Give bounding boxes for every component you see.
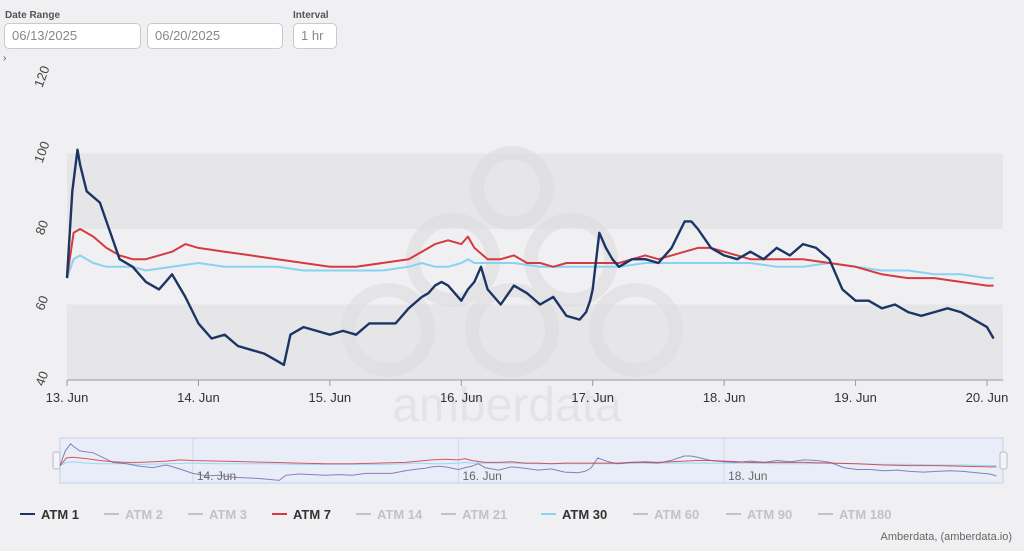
start-date-input[interactable]: 06/13/2025 [4,23,141,49]
navigator-tick-label: 14. Jun [197,469,236,483]
legend-swatch-icon [356,513,371,515]
x-tick-label: 19. Jun [834,390,877,405]
legend-swatch-icon [633,513,648,515]
y-tick-label: 100 [31,139,53,165]
y-tick-label: 40 [32,369,51,388]
legend-label: ATM 90 [747,506,793,522]
y-tick-label: 60 [32,294,51,313]
legend-item-atm-180[interactable]: ATM 180 [818,505,892,523]
legend-swatch-icon [541,513,556,515]
navigator-right-handle[interactable] [999,451,1008,470]
legend-swatch-icon [818,513,833,515]
legend-swatch-icon [104,513,119,515]
series-line-atm-1[interactable] [65,148,995,367]
legend-label: ATM 180 [839,506,892,522]
navigator-series-atm-7 [59,456,997,468]
interval-label: Interval [293,10,329,21]
x-tick-label: 13. Jun [46,390,89,405]
legend-item-atm-7[interactable]: ATM 7 [272,505,331,523]
legend-swatch-icon [20,513,35,515]
y-tick-label: 120 [31,64,53,90]
legend-swatch-icon [188,513,203,515]
navigator[interactable]: 14. Jun 16. Jun 18. Jun [52,437,1008,484]
y-tick-label: 80 [32,218,51,237]
legend-item-atm-30[interactable]: ATM 30 [541,505,607,523]
navigator-left-handle[interactable] [52,451,61,470]
legend-item-atm-14[interactable]: ATM 14 [356,505,422,523]
legend-item-atm-1[interactable]: ATM 1 [20,505,79,523]
legend-label: ATM 14 [377,506,423,522]
legend-label: ATM 30 [562,506,608,522]
date-range-label: Date Range [5,10,61,21]
legend-item-atm-90[interactable]: ATM 90 [726,505,792,523]
x-tick-label: 14. Jun [177,390,220,405]
volatility-chart[interactable]: amberdata 40 60 80 100 120 13. Jun 14. Jun 15.… [0,0,1024,500]
x-tick-label: 15. Jun [309,390,352,405]
navigator-series-atm-1 [59,443,997,481]
credits[interactable]: Amberdata, (amberdata.io) [880,531,1012,543]
series-line-atm-7[interactable] [66,228,994,287]
x-tick-label: 18. Jun [703,390,746,405]
legend-item-atm-21[interactable]: ATM 21 [441,505,507,523]
legend-label: ATM 2 [125,506,164,522]
series-lines [65,148,995,367]
watermark-text: amberdata [392,379,622,432]
legend-label: ATM 60 [654,506,700,522]
interval-input[interactable]: 1 hr [293,23,337,49]
legend-label: ATM 1 [41,506,80,522]
x-tick-label: 16. Jun [440,390,483,405]
amberdata-watermark: amberdata [341,146,683,432]
legend-item-atm-60[interactable]: ATM 60 [633,505,699,523]
end-date-input[interactable]: 06/20/2025 [147,23,283,49]
x-tick-label: 17. Jun [571,390,614,405]
navigator-tick-label: 16. Jun [462,469,501,483]
y-axis-labels: 40 60 80 100 120 [31,64,53,388]
legend-swatch-icon [726,513,741,515]
legend-label: ATM 7 [293,506,332,522]
navigator-tick-label: 18. Jun [728,469,767,483]
expand-toggle-icon[interactable]: › [3,53,7,64]
legend-label: ATM 3 [209,506,248,522]
legend-swatch-icon [441,513,456,515]
series-line-atm-30[interactable] [66,254,994,280]
x-tick-label: 20. Jun [966,390,1009,405]
x-axis: 13. Jun 14. Jun 15. Jun 16. Jun 17. Jun 18. J… [46,379,1009,405]
legend-item-atm-3[interactable]: ATM 3 [188,505,247,523]
legend-label: ATM 21 [462,506,508,522]
legend-swatch-icon [272,513,287,515]
date-range-controls: Date Range 06/13/2025 06/20/2025 Interva… [0,0,1024,64]
legend-item-atm-2[interactable]: ATM 2 [104,505,163,523]
